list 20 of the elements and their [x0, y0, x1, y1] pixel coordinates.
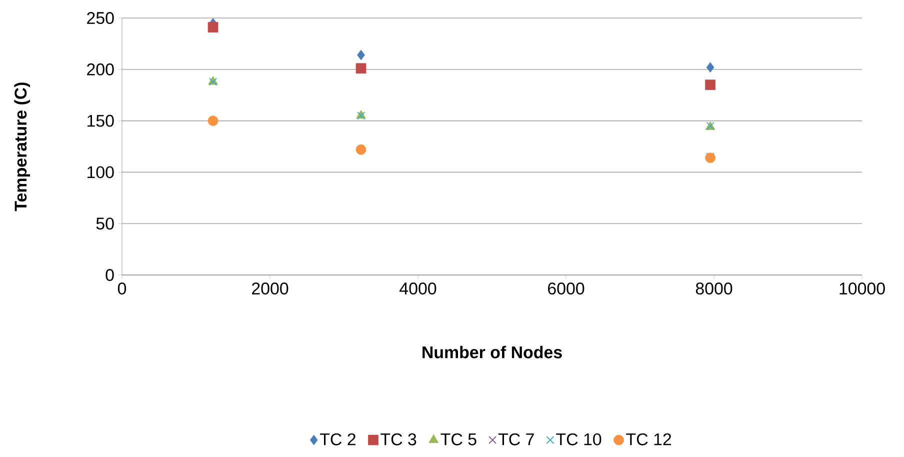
x-tick-label: 2000	[252, 282, 288, 295]
x-tick-label: 0	[118, 282, 126, 295]
y-tick-label: 100	[88, 166, 114, 178]
legend-label: TC 10	[556, 433, 602, 446]
legend-label: TC 7	[498, 433, 534, 446]
y-tick-label: 200	[87, 63, 114, 76]
y-axis-title: Temperature (C)	[14, 82, 30, 212]
legend-label: TC 12	[626, 433, 672, 446]
y-tick-label: 150	[88, 114, 114, 127]
legend-label: TC 3	[380, 433, 416, 446]
y-tick-label: 50	[96, 218, 114, 230]
x-tick-label: 10000	[840, 282, 885, 295]
x-tick-label: 8000	[696, 282, 732, 295]
x-axis-title: Number of Nodes	[422, 346, 562, 358]
y-tick-label: 0	[106, 269, 114, 281]
x-tick-label: 6000	[548, 282, 584, 295]
y-tick-label: 250	[87, 12, 114, 24]
legend-label: TC 5	[440, 433, 476, 446]
legend-label: TC 2	[320, 433, 356, 446]
x-tick-label: 4000	[400, 282, 436, 295]
